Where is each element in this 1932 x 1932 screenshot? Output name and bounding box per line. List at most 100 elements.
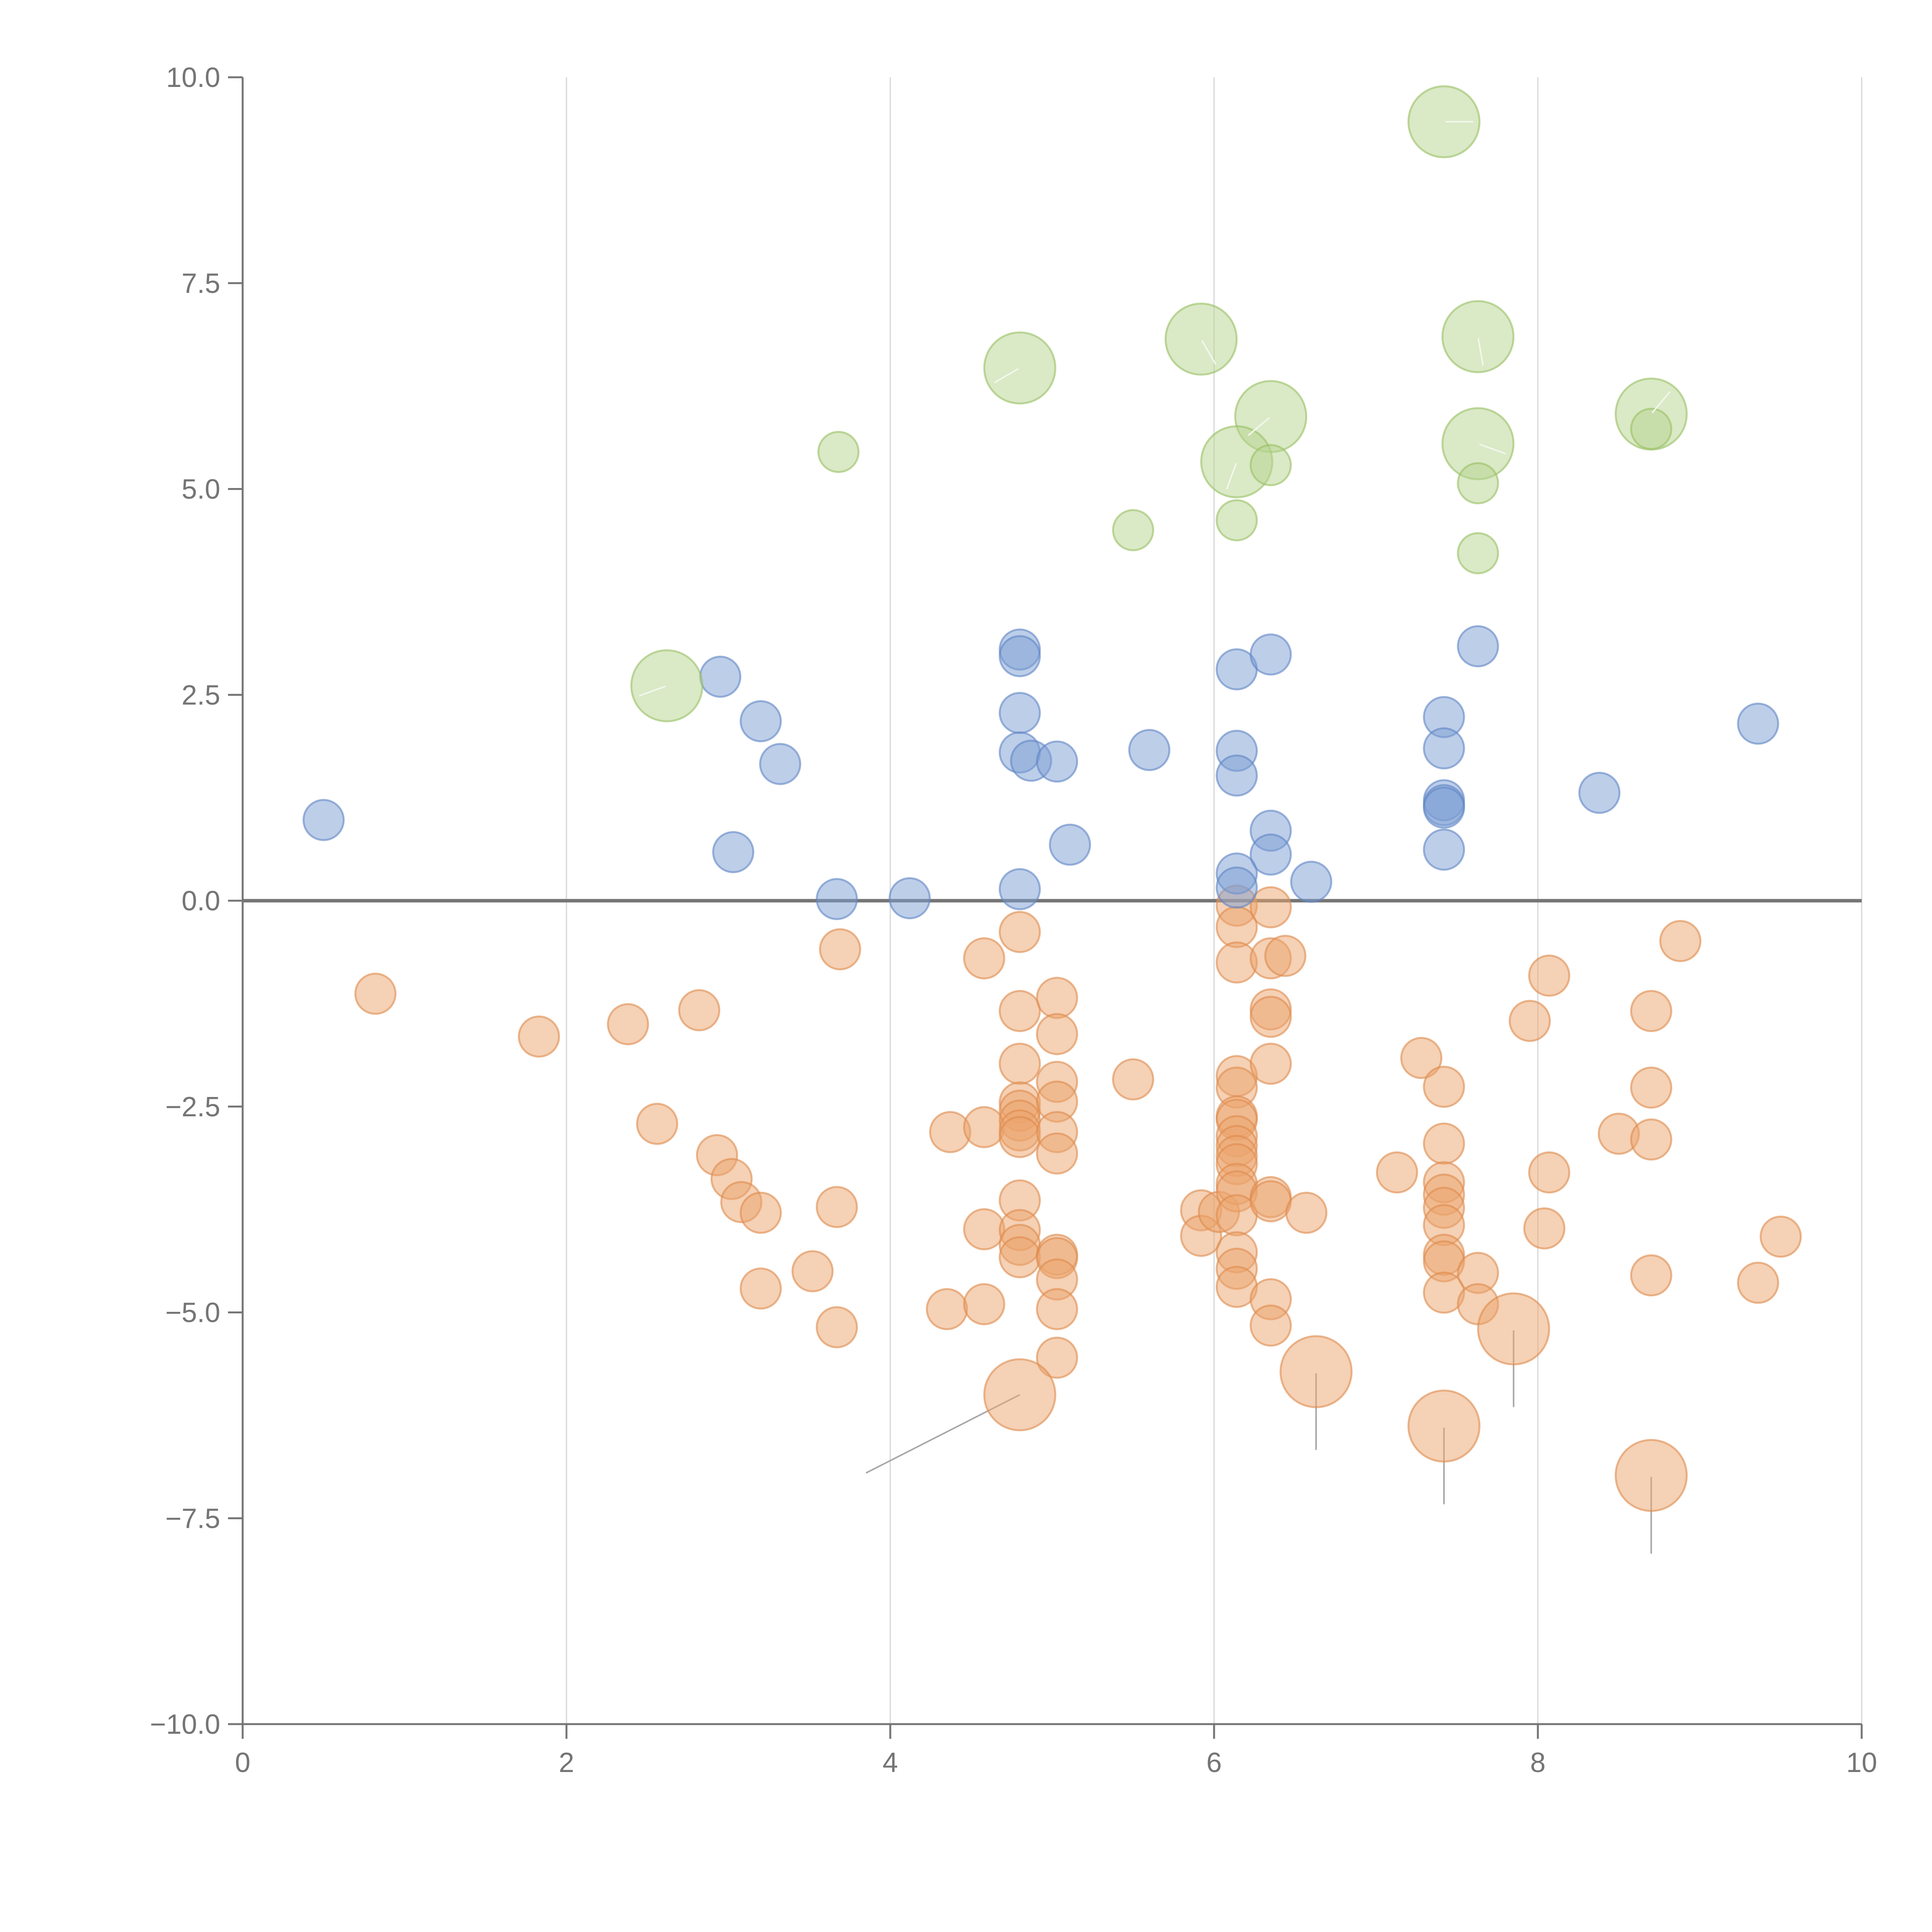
green-point xyxy=(817,431,860,473)
y-tick-label: −7.5 xyxy=(165,1503,220,1534)
green-point xyxy=(1630,408,1672,450)
blue-point xyxy=(1216,866,1258,909)
orange-point xyxy=(998,911,1041,953)
orange-point xyxy=(1250,1180,1292,1223)
blue-point xyxy=(740,700,782,742)
y-tick-label: −5.0 xyxy=(165,1298,220,1328)
orange-point xyxy=(963,1208,1005,1250)
x-tick-label: 8 xyxy=(1530,1747,1546,1778)
green-bubble-inner-mark xyxy=(1226,463,1237,490)
blue-point xyxy=(1216,754,1258,797)
green-large-point xyxy=(630,649,704,723)
orange-point xyxy=(1250,886,1292,929)
y-tick-label: 2.5 xyxy=(182,680,220,711)
blue-point xyxy=(1290,861,1332,903)
orange-point xyxy=(1036,976,1078,1019)
points-layer xyxy=(303,85,1802,1512)
orange-point xyxy=(998,1236,1041,1279)
green-large-point xyxy=(1407,85,1481,158)
orange-point xyxy=(963,937,1005,980)
orange-point xyxy=(1036,1288,1078,1330)
orange-point xyxy=(998,1043,1041,1085)
blue-point xyxy=(1049,823,1091,866)
orange-point xyxy=(1400,1037,1442,1079)
orange-point xyxy=(819,928,861,971)
y-tick-label: 5.0 xyxy=(182,474,220,505)
blue-point xyxy=(998,692,1041,734)
blue-point xyxy=(712,831,755,873)
blue-point xyxy=(699,655,742,698)
green-bubble-inner-mark xyxy=(1477,338,1484,366)
x-tick-label: 2 xyxy=(559,1747,574,1778)
orange-point xyxy=(1264,935,1306,977)
blue-point xyxy=(1737,702,1779,745)
orange-point xyxy=(1423,1066,1465,1108)
orange-point xyxy=(636,1103,679,1145)
blue-point xyxy=(303,799,345,841)
orange-point xyxy=(1630,1066,1672,1109)
blue-point xyxy=(998,868,1041,910)
orange-large-point xyxy=(1477,1292,1550,1366)
orange-point xyxy=(518,1015,560,1058)
orange-point xyxy=(1036,1013,1078,1055)
green-bubble-inner-mark xyxy=(1248,417,1270,436)
x-tick-label: 6 xyxy=(1206,1747,1222,1778)
orange-point xyxy=(1376,1151,1418,1194)
blue-point xyxy=(1457,625,1499,668)
y-tick-labels: 10.0 7.5 5.0 2.5 0.0 −2.5 −5.0 −7.5 −10.0 xyxy=(150,62,220,1740)
green-point xyxy=(1250,444,1292,486)
orange-large-point xyxy=(1279,1335,1353,1408)
orange-point xyxy=(1250,995,1292,1038)
orange-point xyxy=(1112,1058,1154,1100)
x-tick-labels: 0 2 4 6 8 10 xyxy=(235,1747,1877,1778)
green-point xyxy=(1216,499,1258,541)
orange-point xyxy=(998,1116,1041,1158)
blue-point xyxy=(1423,828,1465,871)
orange-point xyxy=(678,989,721,1031)
green-bubble-inner-mark xyxy=(1479,443,1506,455)
orange-large-point xyxy=(983,1358,1056,1432)
y-tick-label: 7.5 xyxy=(182,268,220,299)
blue-point xyxy=(759,743,801,785)
blue-point xyxy=(1578,772,1621,814)
orange-point xyxy=(816,1186,858,1228)
orange-point xyxy=(1630,1118,1672,1161)
orange-point xyxy=(816,1306,858,1349)
x-tick-label: 10 xyxy=(1846,1747,1877,1778)
blue-point xyxy=(1250,633,1292,676)
blue-point xyxy=(1128,729,1170,771)
green-large-point xyxy=(1164,303,1238,376)
blue-point xyxy=(1250,833,1292,876)
green-large-point xyxy=(1441,300,1515,373)
orange-large-point xyxy=(1614,1439,1688,1512)
orange-point xyxy=(1528,1151,1570,1194)
orange-point xyxy=(1760,1215,1802,1258)
green-point xyxy=(1457,462,1499,505)
orange-point xyxy=(998,990,1041,1032)
green-bubble-inner-mark xyxy=(994,368,1019,383)
blue-point xyxy=(816,878,858,920)
orange-point xyxy=(740,1267,782,1310)
orange-point xyxy=(926,1288,968,1330)
y-tick-label: 10.0 xyxy=(166,62,220,93)
blue-point xyxy=(998,635,1041,677)
orange-point xyxy=(607,1003,649,1046)
orange-point xyxy=(1630,990,1672,1032)
blue-point xyxy=(1036,740,1078,783)
leader-layer xyxy=(866,1330,1652,1554)
green-bubble-inner-mark xyxy=(1201,340,1217,365)
y-tick-label: −10.0 xyxy=(150,1709,220,1740)
green-point xyxy=(1112,509,1154,551)
orange-point xyxy=(1528,954,1570,997)
orange-point xyxy=(1737,1262,1779,1304)
orange-point xyxy=(1036,1132,1078,1175)
orange-point xyxy=(1523,1207,1566,1250)
blue-point xyxy=(888,877,931,920)
green-point xyxy=(1457,532,1499,575)
orange-point xyxy=(791,1250,834,1293)
orange-large-point xyxy=(1407,1389,1481,1463)
orange-point xyxy=(963,1283,1005,1325)
orange-point xyxy=(1250,1304,1292,1347)
